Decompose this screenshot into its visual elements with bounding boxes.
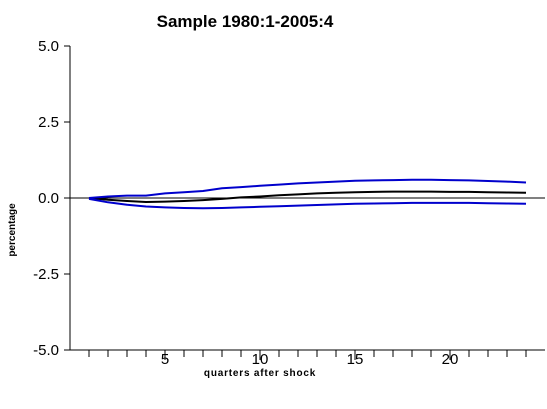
chart-title: Sample 1980:1-2005:4	[157, 12, 334, 31]
y-tick-label: -5.0	[33, 342, 59, 359]
axes: 5.0 2.5 0.0 -2.5 -5.0 5 10 15 20	[33, 38, 545, 368]
x-tick-label: 15	[347, 351, 364, 368]
y-axis-label: percentage	[7, 203, 18, 257]
x-tick-label: 5	[161, 351, 169, 368]
x-tick-label: 10	[252, 351, 269, 368]
series-line-1	[88, 178, 527, 199]
y-tick-label: 2.5	[38, 114, 59, 131]
x-axis-label: quarters after shock	[204, 368, 316, 379]
x-tick-label: 20	[442, 351, 459, 368]
y-tick-label: -2.5	[33, 266, 59, 283]
y-tick-label: 5.0	[38, 38, 59, 55]
series-group	[88, 178, 527, 210]
series-line-0	[88, 190, 527, 203]
series-line-2	[88, 197, 527, 210]
y-tick-label: 0.0	[38, 190, 59, 207]
